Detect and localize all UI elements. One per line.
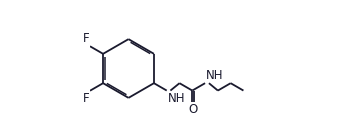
Text: NH: NH bbox=[168, 92, 185, 105]
Text: F: F bbox=[83, 92, 89, 105]
Text: NH: NH bbox=[205, 69, 223, 82]
Text: F: F bbox=[83, 32, 89, 45]
Text: O: O bbox=[189, 103, 198, 116]
